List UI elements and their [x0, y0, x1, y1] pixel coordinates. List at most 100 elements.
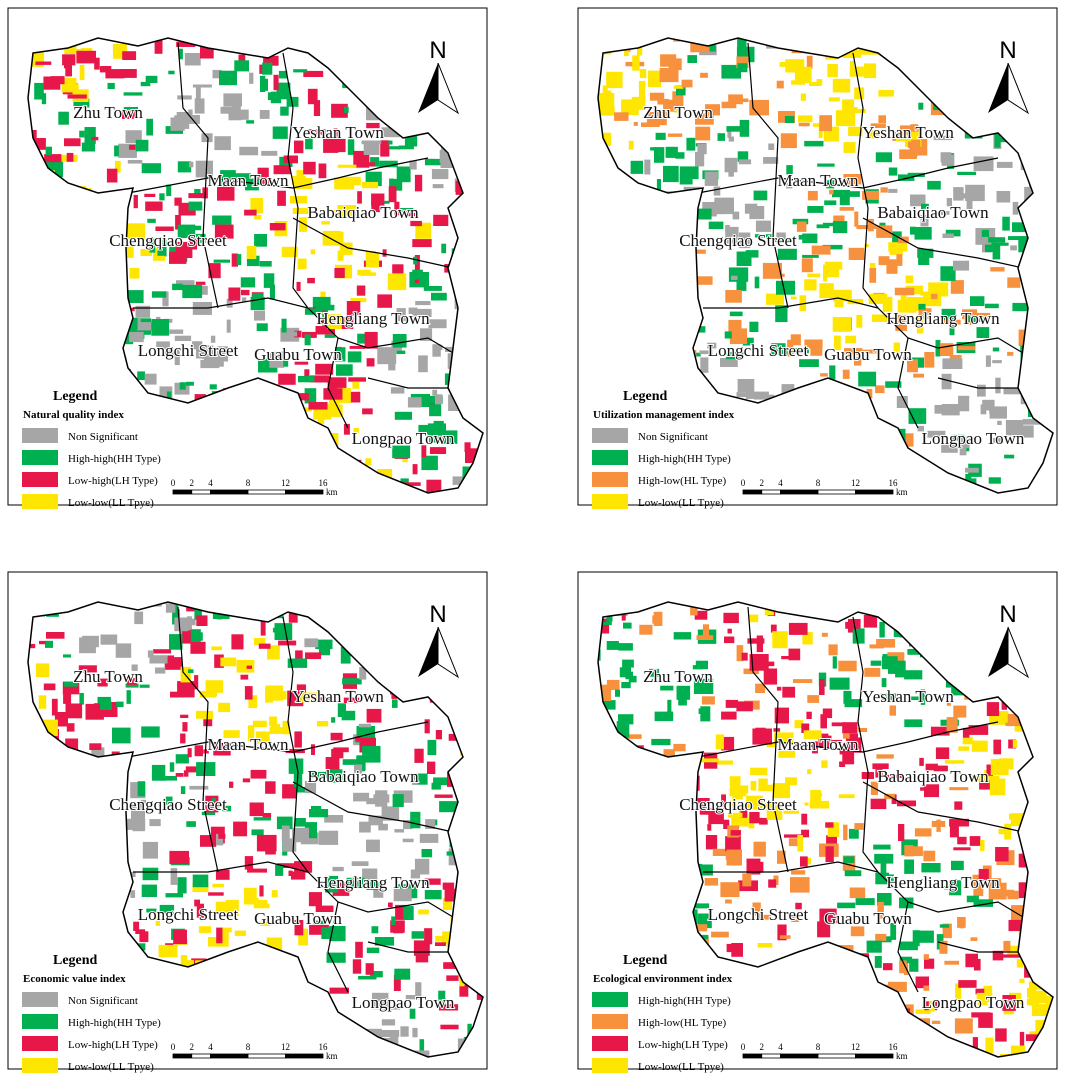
- land-patch: [79, 64, 85, 81]
- land-patch: [262, 813, 272, 820]
- land-patch: [768, 879, 777, 888]
- land-patch: [41, 93, 47, 105]
- land-patch: [419, 833, 439, 843]
- land-patch: [420, 328, 433, 341]
- land-patch: [361, 140, 382, 145]
- scale-label: 16: [319, 478, 329, 488]
- land-patch: [754, 234, 772, 238]
- north-label: N: [999, 601, 1016, 628]
- land-patch: [810, 789, 822, 806]
- land-patch: [1008, 919, 1025, 932]
- land-patch: [784, 834, 803, 838]
- land-patch: [82, 635, 99, 648]
- land-patch: [896, 254, 903, 266]
- land-patch: [177, 161, 192, 173]
- land-patch: [939, 940, 948, 954]
- land-patch: [259, 885, 264, 897]
- land-patch: [291, 871, 306, 880]
- land-patch: [414, 279, 420, 284]
- land-patch: [213, 742, 231, 756]
- land-patch: [51, 698, 58, 716]
- land-patch: [418, 909, 429, 915]
- land-patch: [66, 152, 74, 162]
- land-patch: [135, 929, 146, 934]
- land-patch: [141, 884, 157, 897]
- land-patch: [122, 51, 137, 60]
- land-patch: [958, 980, 977, 988]
- land-patch: [957, 917, 966, 928]
- scale-label: 4: [778, 1042, 783, 1052]
- land-patch: [763, 157, 779, 164]
- land-patch: [304, 388, 317, 404]
- land-patch: [704, 878, 719, 886]
- land-patch: [64, 138, 81, 147]
- land-patch: [622, 659, 634, 668]
- land-patch: [300, 692, 319, 703]
- land-patch: [402, 456, 408, 463]
- land-patch: [698, 708, 706, 714]
- land-patch: [259, 110, 270, 119]
- land-patch: [366, 358, 375, 367]
- land-patch: [899, 956, 913, 964]
- land-patch: [398, 145, 414, 150]
- land-patch: [794, 720, 804, 729]
- land-patch: [134, 611, 144, 625]
- land-patch: [389, 1036, 399, 1049]
- land-patch: [923, 850, 936, 862]
- land-patch: [421, 849, 433, 858]
- land-patch: [989, 778, 1006, 796]
- land-patch: [802, 632, 813, 645]
- land-patch: [350, 298, 367, 303]
- land-patch: [831, 722, 847, 727]
- scale-segment: [855, 1053, 894, 1059]
- land-patch: [212, 883, 224, 888]
- land-patch: [43, 683, 56, 691]
- land-patch: [333, 128, 338, 143]
- scale-label: 16: [889, 1042, 899, 1052]
- land-patch: [296, 684, 306, 701]
- land-patch: [394, 201, 400, 216]
- land-patch: [759, 817, 768, 825]
- land-patch: [258, 643, 271, 649]
- legend-label: High-high(HH Type): [638, 453, 731, 465]
- land-patch: [934, 405, 944, 414]
- land-patch: [126, 290, 144, 303]
- land-patch: [965, 473, 972, 483]
- land-patch: [455, 180, 463, 195]
- land-patch: [826, 835, 837, 847]
- scale-segment: [817, 1053, 856, 1059]
- land-patch: [729, 776, 741, 787]
- land-patch: [216, 833, 224, 846]
- land-patch: [413, 256, 418, 265]
- land-patch: [116, 701, 124, 708]
- land-patch: [864, 244, 869, 248]
- town-boundary: [703, 297, 1024, 354]
- land-patch: [310, 375, 330, 383]
- land-patch: [252, 720, 267, 728]
- county-outline: [597, 601, 1054, 1058]
- scale-segment: [191, 489, 211, 495]
- land-patch: [624, 50, 629, 57]
- land-patch: [721, 794, 726, 807]
- land-patch: [919, 757, 924, 766]
- land-patch: [415, 222, 432, 239]
- land-patch: [249, 802, 264, 817]
- land-patch: [186, 821, 196, 827]
- land-patch: [324, 334, 336, 338]
- land-patch: [985, 244, 997, 253]
- land-patch: [1007, 277, 1021, 288]
- land-patch: [431, 782, 441, 790]
- land-patch: [233, 821, 248, 837]
- land-patch: [727, 628, 732, 634]
- land-patch: [254, 215, 262, 220]
- land-patch: [975, 988, 985, 995]
- land-patch: [415, 982, 422, 998]
- land-patch: [358, 723, 372, 728]
- land-patch: [701, 696, 715, 705]
- land-patch: [807, 695, 820, 703]
- land-patch: [112, 727, 131, 744]
- scale-unit: km: [326, 487, 338, 497]
- land-patch: [265, 781, 276, 794]
- land-patch: [213, 259, 230, 263]
- town-label: Longpao Town: [922, 993, 1025, 1012]
